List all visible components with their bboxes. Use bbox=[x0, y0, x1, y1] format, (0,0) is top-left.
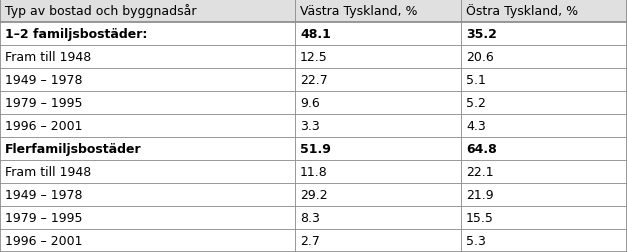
Bar bbox=[461, 115, 627, 137]
Text: 9.6: 9.6 bbox=[300, 97, 320, 110]
Bar bbox=[0, 46, 295, 69]
Text: 8.3: 8.3 bbox=[300, 211, 320, 224]
Bar bbox=[295, 0, 461, 23]
Bar bbox=[295, 69, 461, 92]
Text: 51.9: 51.9 bbox=[300, 142, 331, 155]
Text: 1979 – 1995: 1979 – 1995 bbox=[5, 97, 83, 110]
Bar bbox=[461, 160, 627, 183]
Text: Fram till 1948: Fram till 1948 bbox=[5, 51, 92, 64]
Bar bbox=[0, 92, 295, 115]
Text: 2.7: 2.7 bbox=[300, 234, 320, 247]
Text: 1996 – 2001: 1996 – 2001 bbox=[5, 119, 83, 133]
Text: 5.2: 5.2 bbox=[466, 97, 486, 110]
Text: 5.3: 5.3 bbox=[466, 234, 486, 247]
Text: 64.8: 64.8 bbox=[466, 142, 497, 155]
Text: Östra Tyskland, %: Östra Tyskland, % bbox=[466, 5, 578, 18]
Bar bbox=[295, 115, 461, 137]
Bar bbox=[295, 229, 461, 252]
Text: Västra Tyskland, %: Västra Tyskland, % bbox=[300, 5, 418, 18]
Text: 15.5: 15.5 bbox=[466, 211, 494, 224]
Text: 20.6: 20.6 bbox=[466, 51, 493, 64]
Bar bbox=[295, 183, 461, 206]
Bar bbox=[0, 229, 295, 252]
Text: 22.7: 22.7 bbox=[300, 74, 328, 87]
Text: 29.2: 29.2 bbox=[300, 188, 328, 201]
Bar bbox=[461, 46, 627, 69]
Text: Flerfamiljsbostäder: Flerfamiljsbostäder bbox=[5, 142, 142, 155]
Text: 1949 – 1978: 1949 – 1978 bbox=[5, 74, 83, 87]
Bar bbox=[461, 23, 627, 46]
Bar bbox=[0, 69, 295, 92]
Text: 21.9: 21.9 bbox=[466, 188, 493, 201]
Text: 35.2: 35.2 bbox=[466, 28, 497, 41]
Bar bbox=[295, 206, 461, 229]
Bar bbox=[461, 69, 627, 92]
Text: 1996 – 2001: 1996 – 2001 bbox=[5, 234, 83, 247]
Bar bbox=[461, 92, 627, 115]
Bar bbox=[295, 160, 461, 183]
Bar bbox=[295, 46, 461, 69]
Bar bbox=[461, 183, 627, 206]
Text: 4.3: 4.3 bbox=[466, 119, 486, 133]
Bar bbox=[295, 137, 461, 160]
Bar bbox=[0, 206, 295, 229]
Bar bbox=[461, 229, 627, 252]
Text: 1949 – 1978: 1949 – 1978 bbox=[5, 188, 83, 201]
Bar bbox=[0, 137, 295, 160]
Text: 5.1: 5.1 bbox=[466, 74, 486, 87]
Text: Typ av bostad och byggnadsår: Typ av bostad och byggnadsår bbox=[5, 5, 196, 18]
Bar bbox=[0, 23, 295, 46]
Bar bbox=[0, 0, 295, 23]
Bar bbox=[461, 0, 627, 23]
Bar bbox=[0, 160, 295, 183]
Text: 11.8: 11.8 bbox=[300, 165, 328, 178]
Text: 22.1: 22.1 bbox=[466, 165, 493, 178]
Text: 3.3: 3.3 bbox=[300, 119, 320, 133]
Text: 1–2 familjsbostäder:: 1–2 familjsbostäder: bbox=[5, 28, 147, 41]
Bar bbox=[295, 92, 461, 115]
Text: 48.1: 48.1 bbox=[300, 28, 331, 41]
Bar bbox=[461, 137, 627, 160]
Text: 12.5: 12.5 bbox=[300, 51, 328, 64]
Bar bbox=[461, 206, 627, 229]
Bar bbox=[295, 23, 461, 46]
Text: Fram till 1948: Fram till 1948 bbox=[5, 165, 92, 178]
Text: 1979 – 1995: 1979 – 1995 bbox=[5, 211, 83, 224]
Bar bbox=[0, 115, 295, 137]
Bar bbox=[0, 183, 295, 206]
